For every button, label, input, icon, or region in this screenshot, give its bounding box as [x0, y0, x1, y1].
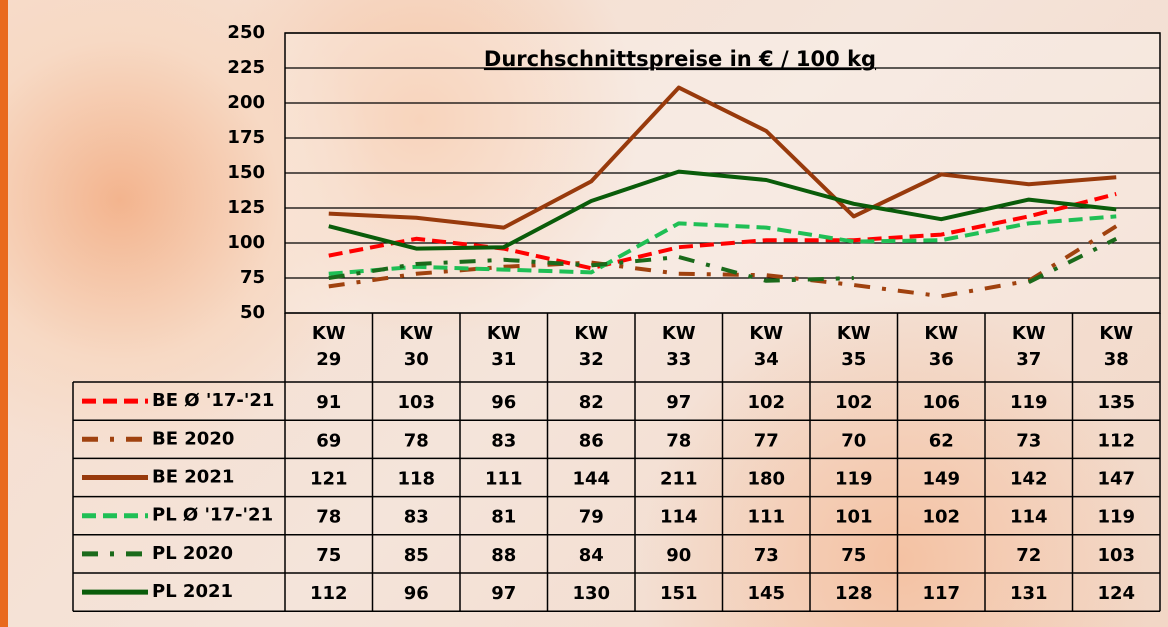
table-cell: 103: [1097, 545, 1135, 566]
table-cell: 121: [310, 469, 348, 490]
table-cell: 124: [1097, 583, 1135, 604]
table-cell: 96: [491, 392, 516, 413]
table-cell: 90: [666, 545, 691, 566]
table-cell: 145: [747, 583, 785, 604]
table-cell: 84: [579, 545, 604, 566]
edge: [0, 0, 8, 627]
x-tick-label: KW 32: [574, 323, 609, 370]
table-cell: 75: [316, 545, 341, 566]
legend-label: PL 2020: [152, 543, 233, 564]
table-cell: 103: [397, 392, 435, 413]
table-cell: 119: [835, 469, 873, 490]
series-line: [328, 169, 1117, 251]
table-cell: 102: [835, 392, 873, 413]
table-cell: 77: [754, 430, 779, 451]
legend-label: BE Ø '17-'21: [152, 390, 274, 411]
table-cell: 75: [841, 545, 866, 566]
table-cell: 83: [404, 507, 429, 528]
y-tick-label: 125: [227, 197, 265, 218]
x-tick-label: KW 29: [311, 323, 346, 370]
table-cell: 211: [660, 469, 698, 490]
x-tick-label: KW 31: [486, 323, 521, 370]
table-cell: 91: [316, 392, 341, 413]
y-tick-label: 50: [240, 302, 265, 323]
y-tick-label: 75: [240, 267, 265, 288]
table-cell: 79: [579, 507, 604, 528]
table-cell: 119: [1010, 392, 1048, 413]
table-cell: 81: [491, 507, 516, 528]
series-line: [328, 214, 1117, 276]
y-tick-label: 100: [227, 232, 265, 253]
table-cell: 96: [404, 583, 429, 604]
table-cell: 135: [1097, 392, 1135, 413]
table-cell: 147: [1097, 469, 1135, 490]
table-cell: 130: [572, 583, 610, 604]
series-line: [328, 85, 1117, 230]
legend-label: BE 2020: [152, 428, 234, 449]
y-tick-label: 225: [227, 57, 265, 78]
table-cell: 73: [1016, 430, 1041, 451]
table-cell: 97: [666, 392, 691, 413]
table-cell: 144: [572, 469, 610, 490]
table-cell: 97: [491, 583, 516, 604]
table-cell: 85: [404, 545, 429, 566]
chart-title: Durchschnittspreise in € / 100 kg: [484, 47, 876, 71]
y-tick-label: 175: [227, 127, 265, 148]
series-line: [328, 224, 1118, 299]
table-cell: 180: [747, 469, 785, 490]
y-tick-label: 250: [227, 22, 265, 43]
table-cell: 69: [316, 430, 341, 451]
table-cell: 82: [579, 392, 604, 413]
legend-label: PL 2021: [152, 581, 233, 602]
table-cell: 106: [922, 392, 960, 413]
series-line: [328, 192, 1117, 271]
table-cell: 118: [397, 469, 435, 490]
x-tick-label: KW 37: [1011, 323, 1046, 370]
table-cell: 151: [660, 583, 698, 604]
table-cell: 73: [754, 545, 779, 566]
table-cell: 102: [922, 507, 960, 528]
table-cell: 112: [310, 583, 348, 604]
table-cell: 102: [747, 392, 785, 413]
x-tick-label: KW 35: [836, 323, 871, 370]
table-cell: 128: [835, 583, 873, 604]
table-cell: 62: [929, 430, 954, 451]
x-tick-label: KW 34: [749, 323, 784, 370]
table-cell: 78: [666, 430, 691, 451]
y-tick-label: 200: [227, 92, 265, 113]
table-cell: 78: [316, 507, 341, 528]
series-line: [328, 237, 1118, 284]
table-cell: 78: [404, 430, 429, 451]
table-cell: 111: [485, 469, 523, 490]
table-cell: 114: [660, 507, 698, 528]
table-cell: 101: [835, 507, 873, 528]
table-cell: 88: [491, 545, 516, 566]
table-cell: 131: [1010, 583, 1048, 604]
table-cell: 72: [1016, 545, 1041, 566]
x-tick-label: KW 36: [924, 323, 959, 370]
table-cell: 83: [491, 430, 516, 451]
table-cell: 86: [579, 430, 604, 451]
table-cell: 149: [922, 469, 960, 490]
x-tick-label: KW 33: [661, 323, 696, 370]
legend-label: BE 2021: [152, 467, 234, 488]
table-cell: 111: [747, 507, 785, 528]
table-cell: 142: [1010, 469, 1048, 490]
y-tick-label: 150: [227, 162, 265, 183]
table-cell: 119: [1097, 507, 1135, 528]
table-cell: 117: [922, 583, 960, 604]
table-cell: 112: [1097, 430, 1135, 451]
x-tick-label: KW 38: [1099, 323, 1134, 370]
x-tick-label: KW 30: [399, 323, 434, 370]
table-cell: 70: [841, 430, 866, 451]
legend-label: PL Ø '17-'21: [152, 505, 273, 526]
table-cell: 114: [1010, 507, 1048, 528]
